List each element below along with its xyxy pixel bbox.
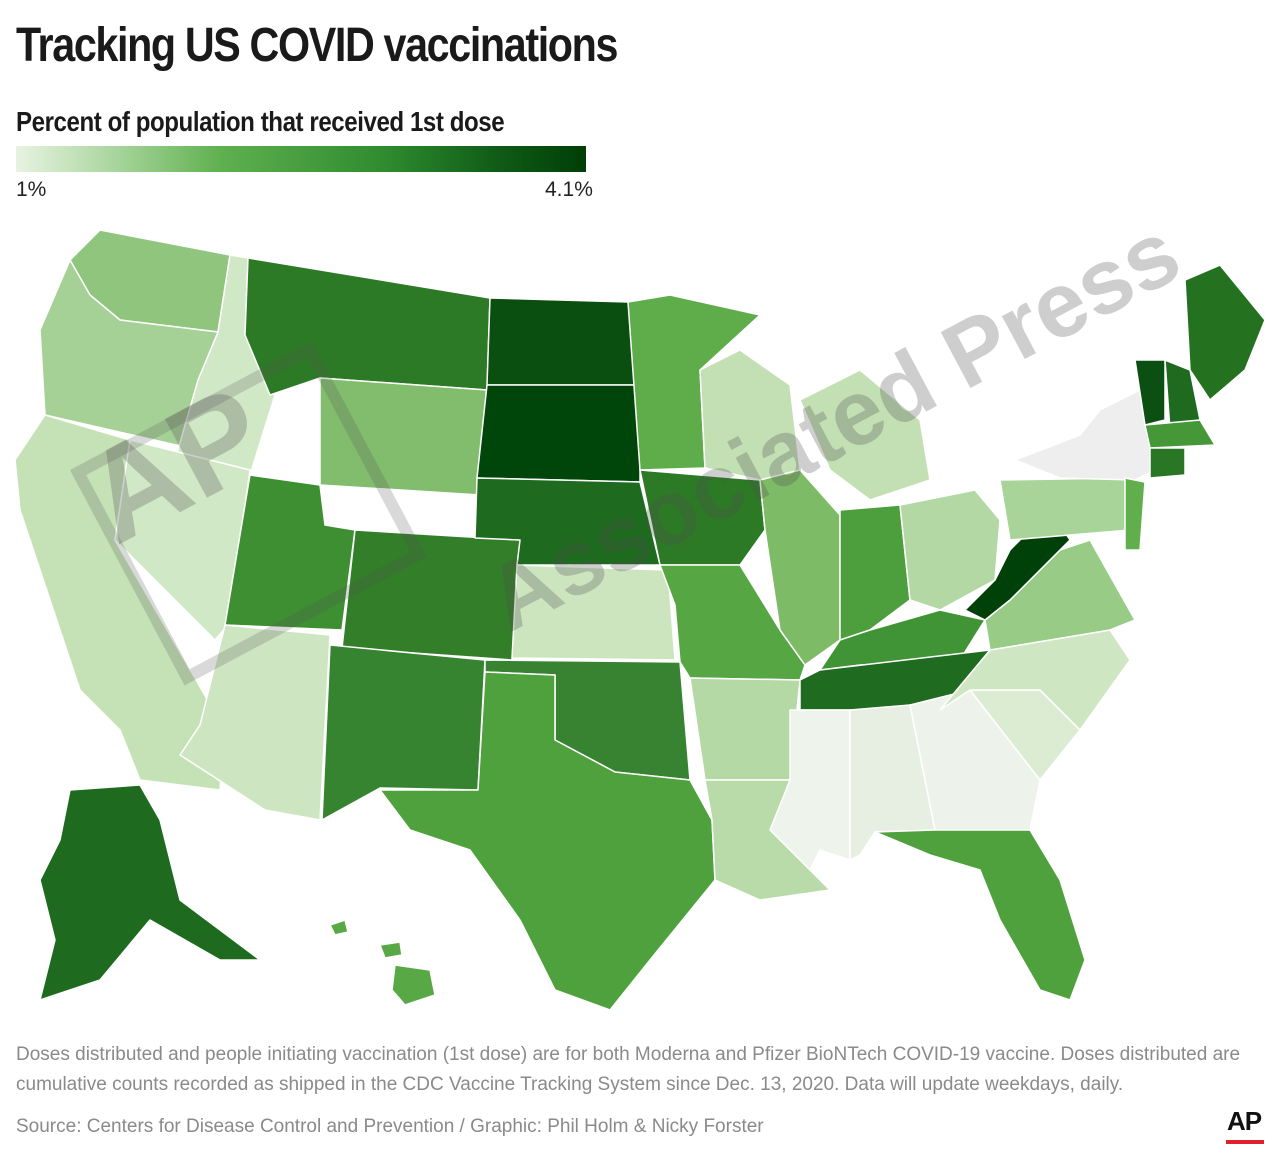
state-vt [1134,359,1166,426]
page-title: Tracking US COVID vaccinations [16,19,618,72]
footnote: Doses distributed and people initiating … [16,1044,1241,1095]
legend-gradient-bar [16,146,586,172]
state-nm [321,644,486,821]
state-ct [1149,447,1186,479]
state-hi [329,919,436,1006]
state-ar [689,677,801,781]
state-me [1184,264,1266,401]
state-tx [379,671,716,1011]
state-mi [799,369,931,501]
legend-min-label: 1% [16,178,47,201]
state-in [839,504,911,641]
legend-title: Percent of population that received 1st … [16,106,505,137]
state-nd [486,297,641,386]
state-nj [1124,477,1146,551]
state-pa [999,477,1131,541]
state-ak [39,784,261,1001]
state-ma [1144,419,1216,449]
state-ny [1014,389,1156,481]
source-credit: Source: Centers for Disease Control and … [16,1116,764,1137]
legend-max-label: 4.1% [545,178,593,201]
state-ks [511,564,676,661]
ap-logo-underline [1226,1140,1264,1144]
state-fl [874,829,1086,1001]
state-nv [114,439,251,641]
state-ia [639,469,766,566]
state-il [759,469,841,666]
ap-logo: AP [1226,1106,1262,1136]
us-choropleth-map [14,229,1266,1011]
state-sd [476,384,641,483]
state-az [179,624,331,821]
state-wi [699,349,801,481]
